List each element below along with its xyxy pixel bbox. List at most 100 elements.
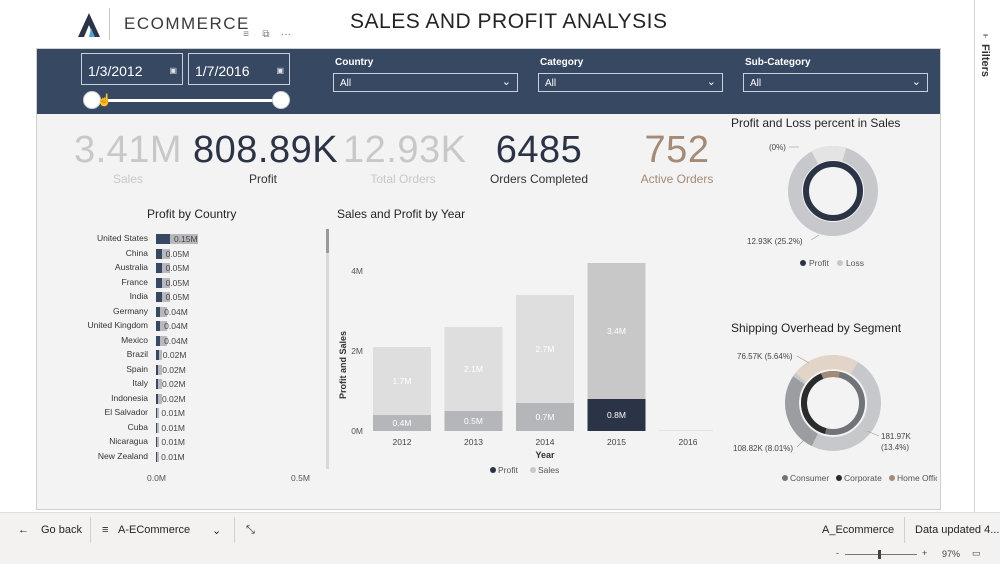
filter-icon[interactable]: ⫧	[983, 30, 989, 40]
sales-bar[interactable]	[156, 408, 159, 418]
zoom-slider-track[interactable]	[845, 554, 917, 555]
profit-bar[interactable]	[156, 306, 161, 317]
home-office-inner-slice[interactable]	[821, 371, 840, 379]
focus-mode-icon[interactable]: ⧉	[262, 29, 270, 40]
filters-pane-label[interactable]: Filters	[979, 44, 991, 78]
country-bar-row[interactable]: New Zealand 0.01M	[61, 451, 301, 463]
subcategory-dropdown[interactable]: All ⌄	[743, 73, 928, 92]
country-bar-row[interactable]: Nicaragua 0.01M	[61, 436, 301, 448]
profit-column[interactable]	[516, 403, 574, 431]
country-dropdown[interactable]: All ⌄	[333, 73, 518, 92]
sales-column[interactable]	[516, 295, 574, 403]
chevron-down-icon[interactable]: ⌄	[501, 76, 511, 88]
country-bar-row[interactable]: El Salvador 0.01M	[61, 407, 301, 419]
country-bar-row[interactable]: Spain 0.02M	[61, 364, 301, 376]
country-bar-row[interactable]: Australia 0.05M	[61, 262, 301, 274]
chevron-down-icon[interactable]: ⌄	[212, 525, 222, 537]
zoom-slider-thumb[interactable]	[878, 550, 881, 559]
sales-bar[interactable]	[156, 451, 159, 462]
country-bar-row[interactable]: Germany 0.04M	[61, 306, 301, 318]
back-arrow-icon[interactable]: ←	[18, 524, 29, 536]
sales-bar[interactable]	[156, 335, 168, 346]
country-bar-row[interactable]: Brazil 0.02M	[61, 349, 301, 361]
calendar-icon[interactable]: ▣	[169, 66, 177, 75]
sales-bar[interactable]	[156, 350, 162, 360]
profit-bar[interactable]	[156, 277, 162, 288]
profit-by-country-chart[interactable]: United States 0.15M China 0.05M Australia 0.0…	[61, 233, 311, 483]
chevron-down-icon[interactable]: ⌄	[911, 76, 921, 88]
profit-bar[interactable]	[156, 292, 162, 302]
legend-label[interactable]: Consumer	[790, 473, 829, 483]
profit-bar[interactable]	[156, 248, 162, 259]
profit-bar[interactable]	[156, 422, 158, 433]
profit-bar[interactable]	[156, 393, 158, 404]
sales-bar[interactable]	[156, 234, 198, 244]
country-bar-row[interactable]: United Kingdom 0.04M	[61, 320, 301, 332]
profit-bar[interactable]	[156, 451, 158, 462]
sales-bar[interactable]	[156, 292, 170, 302]
sales-bar[interactable]	[156, 379, 162, 389]
country-bar-row[interactable]: Italy 0.02M	[61, 378, 301, 390]
profit-slice[interactable]	[803, 161, 863, 221]
profit-bar[interactable]	[156, 379, 158, 389]
country-bar-row[interactable]: Cuba 0.01M	[61, 422, 301, 434]
chevron-down-icon[interactable]: ⌄	[706, 76, 716, 88]
profit-bar[interactable]	[156, 321, 161, 331]
date-slider-start-handle[interactable]	[83, 91, 101, 109]
sales-bar[interactable]	[156, 321, 168, 331]
date-slider-end-handle[interactable]	[272, 91, 290, 109]
profit-column[interactable]	[444, 411, 503, 431]
profit-bar[interactable]	[156, 350, 159, 360]
country-chart-scroll-thumb[interactable]	[326, 229, 329, 253]
country-bar-row[interactable]: France 0.05M	[61, 277, 301, 289]
profit-bar[interactable]	[156, 408, 158, 418]
profit-bar[interactable]	[156, 234, 170, 244]
sales-bar[interactable]	[156, 263, 170, 273]
country-chart-scrollbar[interactable]	[326, 229, 329, 469]
sales-bar[interactable]	[156, 364, 162, 375]
page-selector[interactable]: A-ECommerce	[118, 524, 191, 536]
country-bar-row[interactable]: United States 0.15M	[61, 233, 301, 245]
loss-slice[interactable]	[811, 146, 847, 164]
more-options-icon[interactable]: ···	[281, 29, 291, 40]
category-dropdown[interactable]: All ⌄	[538, 73, 723, 92]
legend-label[interactable]: Home Office	[897, 473, 937, 483]
country-bar-row[interactable]: Indonesia 0.02M	[61, 393, 301, 405]
workspace-name[interactable]: A_Ecommerce	[822, 524, 895, 536]
home-office-slice[interactable]	[795, 355, 859, 383]
legend-label[interactable]: Profit	[809, 258, 829, 268]
profit-bar[interactable]	[156, 263, 162, 273]
sales-bar[interactable]	[156, 277, 170, 288]
page-menu-icon[interactable]: ≡	[102, 524, 109, 536]
fit-to-page-icon[interactable]: ▭	[972, 548, 981, 558]
sales-column[interactable]	[373, 347, 431, 415]
profit-bar[interactable]	[156, 437, 158, 447]
profit-bar[interactable]	[156, 364, 159, 375]
legend-label[interactable]: Profit	[498, 465, 518, 475]
profit-loss-donut-chart[interactable]: (0%) 12.93K (25.2%) Profit Loss	[727, 137, 937, 272]
sales-bar[interactable]	[156, 393, 162, 404]
country-bar-row[interactable]: India 0.05M	[61, 291, 301, 303]
end-date-input[interactable]: 1/7/2016 ▣	[188, 53, 290, 85]
country-bar-row[interactable]: China 0.05M	[61, 248, 301, 260]
legend-label[interactable]: Loss	[846, 258, 864, 268]
go-back-button[interactable]: Go back	[41, 524, 82, 536]
date-range-slider-track[interactable]	[92, 99, 282, 102]
zoom-out-button[interactable]: -	[836, 548, 839, 558]
filter-menu-icon[interactable]: ≡	[243, 29, 249, 40]
sales-profit-by-year-chart[interactable]: 0M 2M 4M Profit and Sales 1.7M 0.4M 2012 2.1M 0.…	[335, 205, 713, 505]
sales-bar[interactable]	[156, 422, 159, 433]
calendar-icon[interactable]: ▣	[276, 66, 284, 75]
profit-bar[interactable]	[156, 335, 161, 346]
corporate-slice[interactable]	[785, 376, 819, 447]
sales-column[interactable]	[659, 430, 713, 431]
collapse-icon[interactable]: ⤡	[246, 524, 255, 536]
sales-column[interactable]	[587, 263, 646, 399]
corporate-inner-slice[interactable]	[801, 373, 827, 434]
legend-label[interactable]: Corporate	[844, 473, 882, 483]
profit-column[interactable]	[373, 415, 431, 431]
filters-pane-collapsed[interactable]: ⫧ Filters	[974, 0, 1000, 512]
shipping-overhead-donut-chart[interactable]: 76.57K (5.64%) 108.82K (8.01%) 181.97K (13.…	[727, 341, 937, 487]
sales-bar[interactable]	[156, 437, 159, 447]
profit-column[interactable]	[587, 399, 646, 431]
